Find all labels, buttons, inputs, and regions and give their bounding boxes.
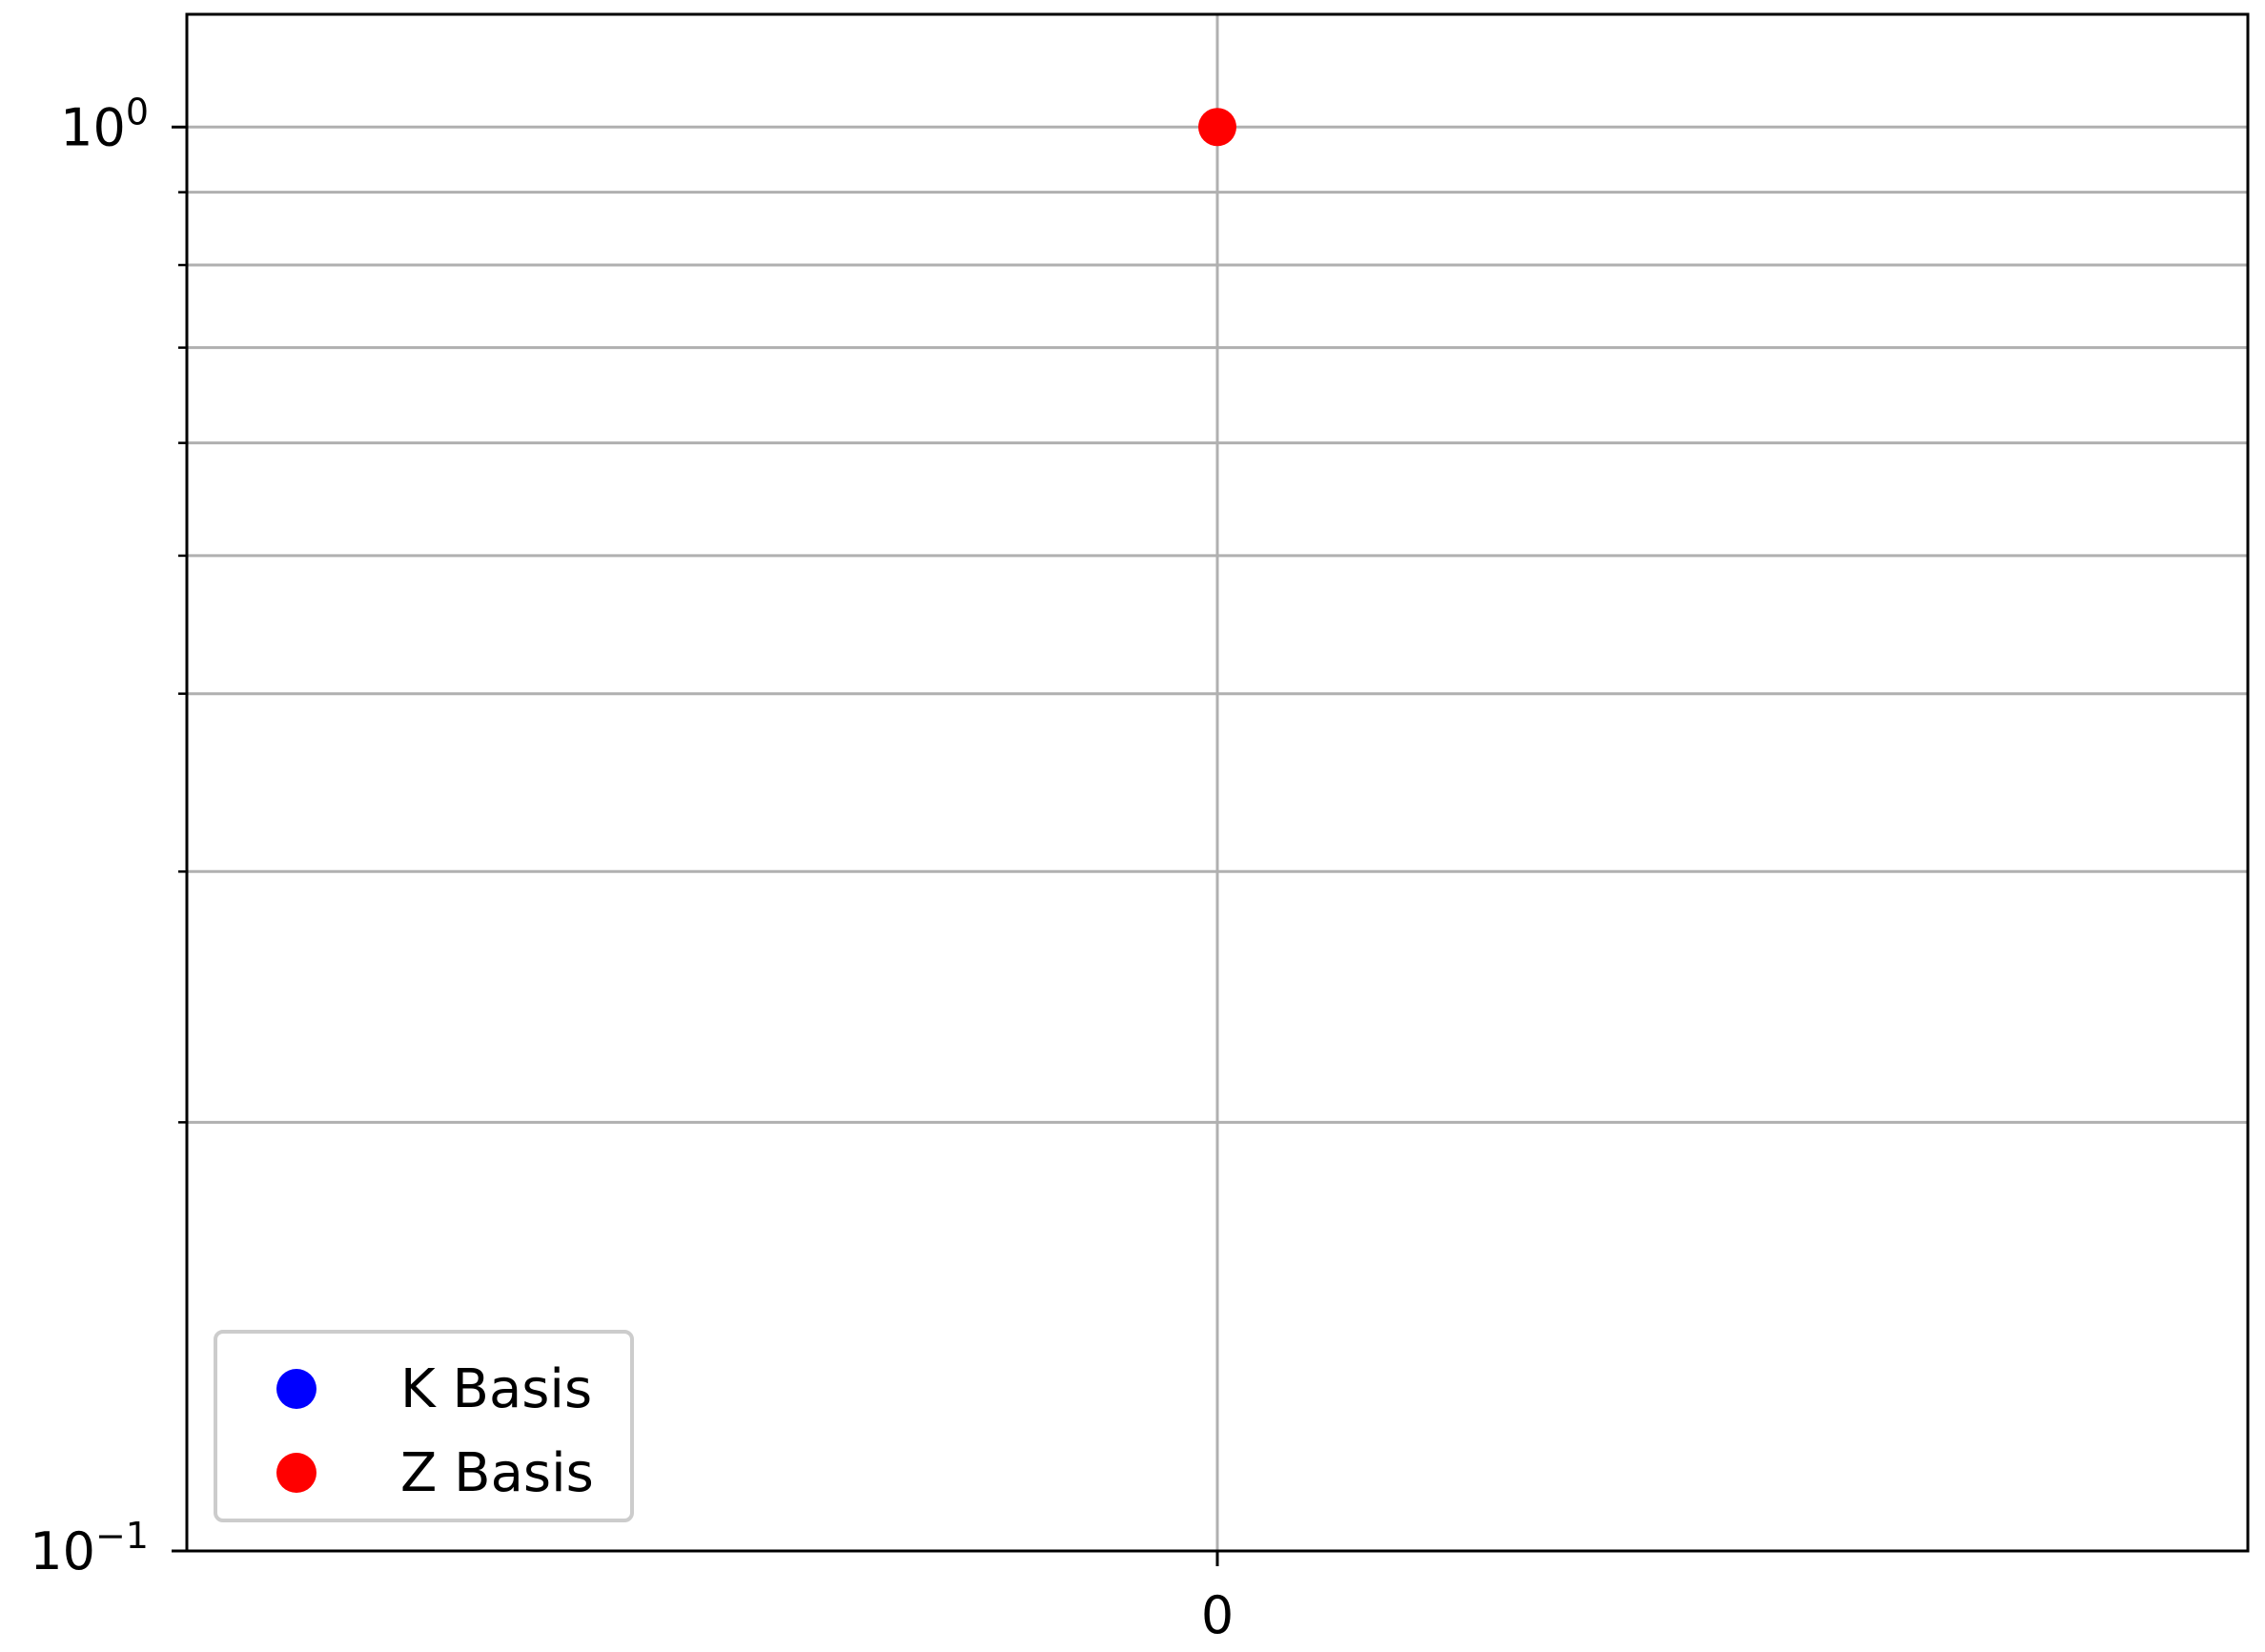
y-tick-label: 10−1 <box>30 1515 149 1581</box>
y-tick-base: 10 <box>30 1521 95 1581</box>
legend-label: K Basis <box>400 1358 592 1420</box>
legend-marker <box>276 1453 316 1493</box>
data-point <box>1198 108 1236 147</box>
legend-box <box>214 1330 634 1522</box>
legend: K Basis Z Basis <box>214 1330 634 1522</box>
y-tick-exponent: −1 <box>95 1515 149 1557</box>
data-points <box>1198 108 1236 147</box>
y-tick-base: 10 <box>60 97 126 157</box>
y-tick-exponent: 0 <box>126 91 149 133</box>
grid-lines <box>187 14 2248 1551</box>
x-tick-label: 0 <box>1201 1585 1234 1645</box>
legend-label: Z Basis <box>400 1442 594 1504</box>
legend-marker <box>276 1369 316 1409</box>
y-tick-label: 100 <box>60 91 149 157</box>
